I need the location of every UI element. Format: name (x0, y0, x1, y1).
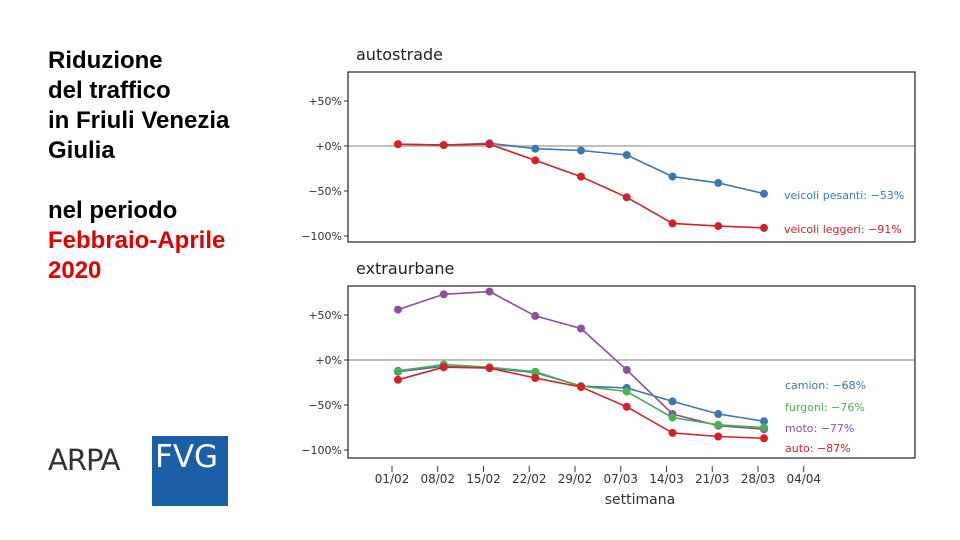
logo-arpa-text: ARPA (48, 431, 120, 480)
data-point-furgoni (714, 420, 723, 429)
heading-line: nel periodo (48, 197, 178, 224)
data-point-veicoli-leggeri (714, 222, 723, 231)
y-tick-label: −50% (308, 399, 342, 412)
series-label-auto: auto: −87% (785, 442, 851, 455)
logo-fvg-text: FVG (155, 439, 219, 475)
panel-frame (347, 71, 916, 243)
panel-frame (347, 285, 916, 459)
data-point-furgoni (668, 413, 677, 422)
data-point-veicoli-pesanti (760, 189, 768, 198)
heading: Riduzione del traffico in Friuli Venezia… (48, 46, 229, 286)
x-tick-label: 15/02 (466, 472, 501, 486)
data-point-veicoli-leggeri (622, 193, 631, 202)
x-tick-label: 14/03 (649, 472, 684, 486)
data-point-furgoni (394, 366, 402, 375)
heading-line: Riduzione (48, 47, 163, 74)
panel-title: autostrade (356, 45, 443, 64)
data-point-veicoli-leggeri (439, 141, 448, 150)
data-point-camion (714, 410, 723, 418)
data-point-veicoli-pesanti (714, 178, 723, 187)
x-tick-label: 21/03 (695, 472, 730, 486)
data-point-moto (394, 305, 402, 314)
data-point-veicoli-leggeri (668, 219, 677, 228)
heading-line: in Friuli Venezia (48, 107, 230, 134)
series-line-camion (397, 365, 765, 422)
heading-period: Febbraio-Aprile (48, 227, 226, 254)
data-point-auto (714, 432, 723, 441)
data-point-camion (668, 397, 677, 406)
panel-autostrade: autostrade +50% +0% −50% −100% veicoli pesant… (301, 45, 916, 243)
data-point-auto (439, 363, 448, 372)
heading-line: Giulia (48, 137, 115, 164)
y-tick-label: +50% (308, 95, 342, 108)
data-point-auto (668, 428, 677, 437)
data-point-veicoli-leggeri (394, 140, 402, 149)
y-tick-label: −100% (301, 230, 342, 243)
data-point-veicoli-leggeri (485, 140, 494, 149)
series-label-veicoli-pesanti: veicoli pesanti: −53% (784, 189, 904, 202)
logo-fvg-box: FVG (152, 436, 228, 506)
data-point-moto (531, 311, 540, 320)
panel-title: extraurbane (356, 259, 454, 278)
data-point-moto (485, 287, 494, 296)
panel-extraurbane: extraurbane +50% +0% −50% −100% moto: −77% cam… (301, 259, 916, 508)
data-point-furgoni (760, 423, 768, 432)
x-tick-label: 01/02 (375, 472, 410, 486)
series-line-furgoni (397, 363, 765, 429)
x-tick-label: 29/02 (558, 472, 593, 486)
data-point-veicoli-pesanti (622, 151, 631, 159)
y-tick-label: −50% (308, 185, 342, 198)
series-label-moto: moto: −77% (785, 422, 854, 435)
x-axis-title: settimana (605, 492, 675, 508)
data-point-veicoli-leggeri (577, 172, 585, 181)
data-point-auto (485, 364, 494, 373)
data-point-auto (760, 434, 768, 443)
y-tick-label: +50% (308, 309, 342, 322)
y-tick-label: +0% (315, 140, 342, 153)
x-tick-label: 07/03 (603, 472, 638, 486)
x-tick-label: 22/02 (512, 472, 547, 486)
data-point-furgoni (531, 367, 540, 376)
data-point-moto (577, 324, 585, 333)
x-tick-label: 08/02 (420, 472, 455, 486)
data-point-veicoli-pesanti (531, 144, 540, 153)
x-tick-label: 28/03 (741, 472, 776, 486)
data-point-auto (577, 383, 585, 391)
series-line-auto (397, 366, 765, 440)
heading-year: 2020 (48, 257, 102, 284)
y-tick-label: +0% (315, 354, 342, 367)
data-point-auto (622, 402, 631, 411)
data-point-auto (394, 375, 402, 384)
data-point-veicoli-leggeri (760, 223, 768, 232)
data-point-moto (439, 290, 448, 299)
data-point-furgoni (622, 387, 631, 396)
y-tick-label: −100% (301, 444, 342, 457)
data-point-veicoli-pesanti (577, 146, 585, 155)
data-point-camion (760, 417, 768, 426)
data-point-moto (622, 365, 631, 374)
series-label-camion: camion: −68% (785, 379, 866, 392)
data-point-veicoli-leggeri (531, 156, 540, 165)
data-point-auto (531, 374, 540, 382)
series-line-veicoli-leggeri (397, 143, 765, 229)
heading-line: del traffico (48, 77, 171, 104)
series-label-veicoli-leggeri: veicoli leggeri: −91% (784, 223, 902, 236)
x-tick-label: 04/04 (786, 472, 821, 486)
data-point-veicoli-pesanti (668, 172, 677, 181)
series-label-furgoni: furgoni: −76% (785, 401, 865, 414)
